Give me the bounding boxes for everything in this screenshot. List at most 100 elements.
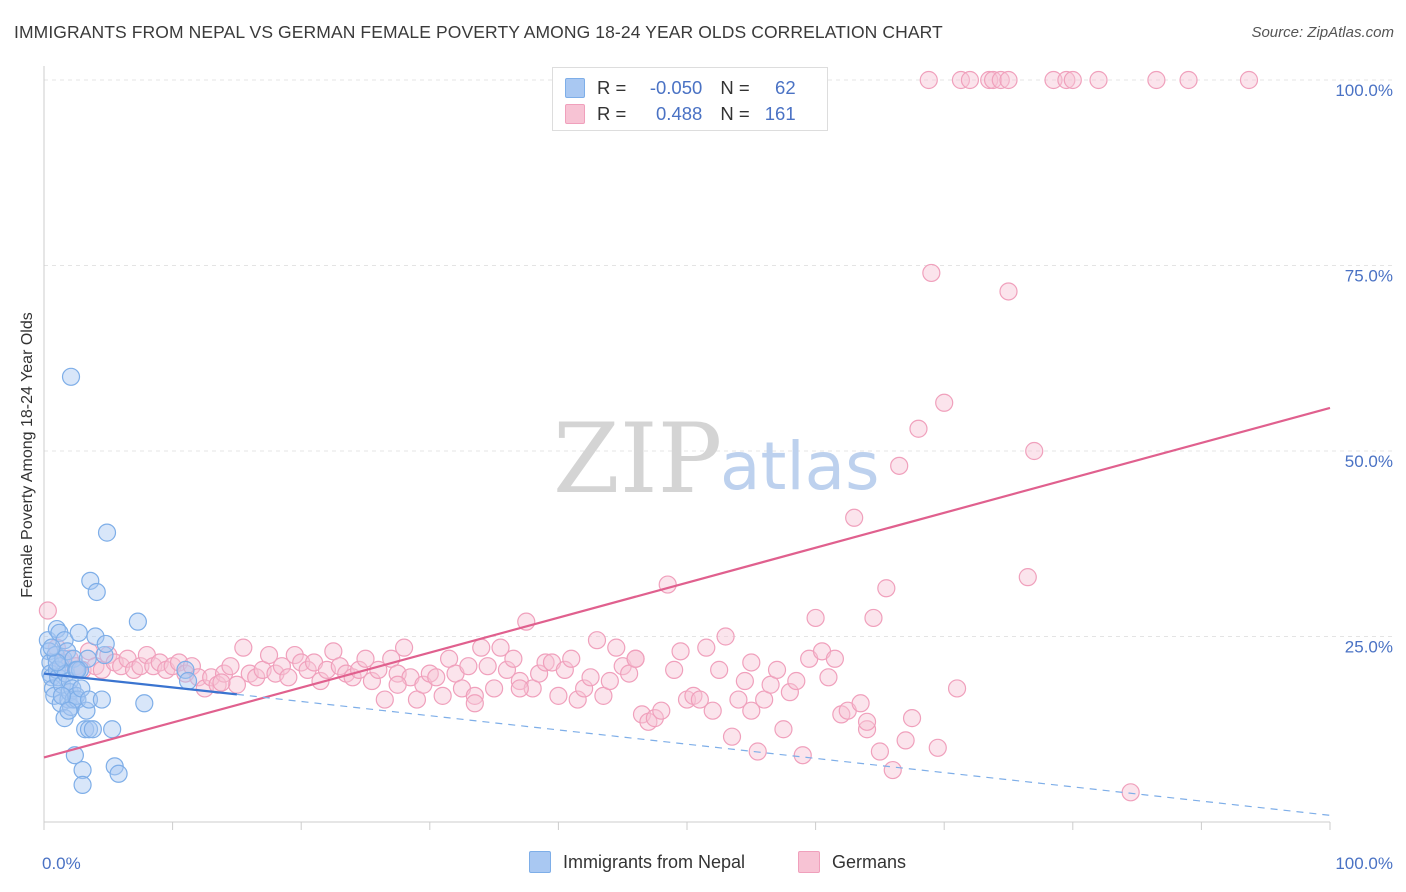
legend-r-label: R =	[597, 103, 627, 124]
germans-point	[530, 664, 549, 683]
germans-point	[896, 731, 915, 750]
germans-point	[485, 679, 504, 698]
germans-point	[877, 579, 896, 598]
germans-point	[356, 649, 375, 668]
legend-row-nepal: R = -0.050 N = 62	[565, 75, 796, 101]
nepal-point	[79, 690, 99, 709]
nepal-point	[76, 720, 95, 739]
germans-point	[703, 701, 722, 720]
germans-point	[851, 694, 870, 713]
germans-point	[999, 282, 1018, 301]
watermark-atlas: atlas	[720, 428, 880, 505]
germans-points	[38, 70, 1259, 802]
germans-point	[767, 660, 787, 679]
nepal-point	[83, 720, 102, 739]
germans-point	[626, 649, 645, 668]
germans-point	[472, 638, 491, 657]
germans-point	[575, 679, 594, 698]
germans-point	[285, 645, 304, 665]
germans-point	[883, 760, 902, 780]
x-tick-label: 0.0%	[42, 854, 81, 873]
germans-point	[478, 657, 497, 676]
germans-point	[935, 393, 954, 412]
germans-point	[1179, 70, 1198, 90]
source-credit: Source: ZipAtlas.com	[1251, 24, 1394, 41]
germans-point	[247, 668, 266, 687]
germans-point	[465, 686, 484, 705]
germans-point	[375, 690, 394, 709]
germans-point	[735, 671, 754, 691]
germans-point	[983, 70, 1003, 90]
germans-point	[922, 263, 941, 283]
germans-point	[857, 720, 877, 739]
y-tick-label: 25.0%	[1345, 638, 1393, 657]
germans-point	[652, 701, 671, 720]
germans-point	[909, 419, 928, 438]
nepal-point	[81, 571, 100, 590]
nepal-point	[176, 660, 195, 679]
germans-point	[928, 738, 947, 757]
germans-point	[825, 649, 844, 668]
germans-point	[38, 601, 57, 620]
germans-point	[568, 690, 587, 709]
bottom-legend-nepal: Immigrants from Nepal	[529, 851, 745, 873]
germans-point	[298, 660, 317, 679]
germans-point	[870, 742, 890, 761]
nepal-point	[79, 720, 99, 739]
germans-point	[890, 456, 909, 475]
germans-point	[716, 627, 735, 646]
germans-point	[902, 709, 922, 728]
x-tick-label: 100.0%	[1335, 854, 1393, 873]
germans-point	[742, 653, 761, 672]
y-tick-label: 50.0%	[1345, 452, 1393, 471]
nepal-trend-extension	[236, 693, 1331, 816]
germans-point	[388, 675, 407, 694]
watermark-zip: ZIP	[553, 403, 722, 515]
chart-title: IMMIGRANTS FROM NEPAL VS GERMAN FEMALE P…	[14, 22, 943, 42]
germans-point	[581, 668, 600, 687]
germans-point	[536, 653, 555, 672]
nepal-trend-line	[43, 672, 238, 696]
tick-labels: 25.0% 50.0% 75.0% 100.0% 0.0% 100.0%	[42, 81, 1393, 873]
germans-point	[600, 671, 619, 691]
germans-point	[742, 701, 761, 720]
germans-point	[787, 671, 806, 691]
germans-point	[774, 720, 793, 739]
legend-r-value: 0.488	[656, 103, 703, 124]
legend-n-label: N =	[720, 103, 750, 124]
germans-point	[857, 712, 877, 731]
bottom-legend-swatch-germans	[798, 851, 820, 873]
germans-point	[665, 660, 684, 679]
germans-point	[960, 70, 980, 90]
nepal-point	[87, 582, 106, 602]
germans-point	[587, 631, 607, 650]
nepal-point	[59, 701, 78, 720]
watermark: ZIP atlas	[553, 403, 880, 515]
germans-point	[510, 679, 529, 698]
germans-point	[427, 668, 446, 687]
nepal-point	[135, 694, 154, 713]
nepal-point	[61, 367, 81, 386]
germans-point	[710, 660, 729, 679]
germans-point	[1025, 441, 1044, 461]
germans-point	[1147, 70, 1166, 90]
germans-point	[433, 686, 452, 705]
germans-trend-line	[43, 406, 1331, 759]
germans-point	[497, 660, 517, 679]
germans-point	[819, 668, 838, 687]
nepal-point	[68, 660, 87, 679]
legend-n-value: 161	[764, 103, 796, 124]
germans-point	[1089, 70, 1108, 90]
nepal-points	[38, 367, 198, 795]
trend-lines	[43, 406, 1331, 816]
germans-point	[504, 649, 523, 668]
legend-r-label: R =	[597, 77, 627, 98]
germans-point	[562, 649, 581, 668]
germans-point	[1018, 568, 1037, 587]
germans-point	[845, 508, 864, 527]
germans-point	[645, 709, 664, 728]
germans-point	[697, 638, 716, 657]
legend-n-label: N =	[720, 77, 750, 98]
germans-point	[919, 70, 938, 90]
germans-point	[607, 638, 626, 657]
